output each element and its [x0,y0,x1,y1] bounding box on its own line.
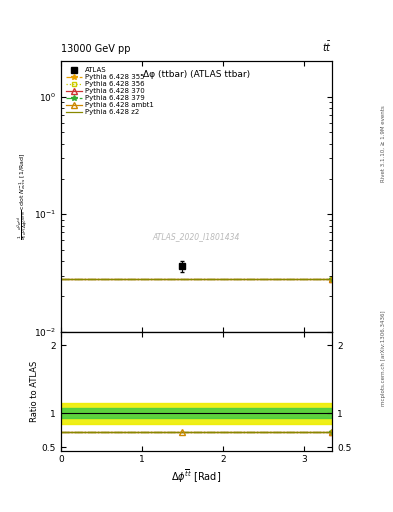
Text: $t\bar{t}$: $t\bar{t}$ [322,40,332,54]
Text: Rivet 3.1.10, ≥ 1.9M events: Rivet 3.1.10, ≥ 1.9M events [381,105,386,182]
Text: ATLAS_2020_I1801434: ATLAS_2020_I1801434 [153,232,240,242]
Text: 13000 GeV pp: 13000 GeV pp [61,44,130,54]
Y-axis label: Ratio to ATLAS: Ratio to ATLAS [30,360,39,422]
Bar [61,403,332,424]
Legend: ATLAS, Pythia 6.428 355, Pythia 6.428 356, Pythia 6.428 370, Pythia 6.428 379, P: ATLAS, Pythia 6.428 355, Pythia 6.428 35… [64,65,156,117]
Text: Δφ (ttbar) (ATLAS ttbar): Δφ (ttbar) (ATLAS ttbar) [143,70,250,78]
Bar [61,409,332,418]
Text: mcplots.cern.ch [arXiv:1306.3436]: mcplots.cern.ch [arXiv:1306.3436] [381,311,386,406]
X-axis label: $\Delta\phi^{\overline{t}t}$ [Rad]: $\Delta\phi^{\overline{t}t}$ [Rad] [171,467,222,485]
Y-axis label: $\frac{1}{\sigma_0}\frac{d^2\sigma^{sd}}{d^2(\Delta\phi)^{norm}}$ cdot $N_{evts}: $\frac{1}{\sigma_0}\frac{d^2\sigma^{sd}}… [16,153,32,240]
